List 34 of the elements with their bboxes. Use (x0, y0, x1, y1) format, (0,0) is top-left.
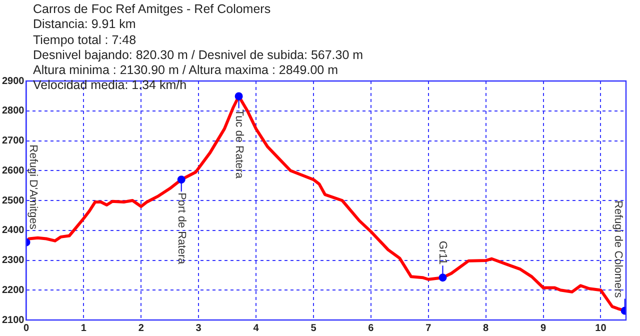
x-tick-label: 4 (253, 322, 260, 334)
text: Desnivel bajando: 820.30 m / Desnivel de subida: 567.30 m (33, 48, 364, 64)
text: Distancia: 9.91 km (33, 17, 137, 33)
y-tick-label: 2600 (2, 165, 25, 176)
annotation: Gr11 (436, 240, 449, 265)
annotation: Refugi D'Amitges (27, 144, 40, 230)
point (234, 92, 243, 100)
annotation: Port de Ratera (175, 192, 188, 266)
x-tick-label: 6 (368, 322, 374, 334)
x-tick-label: 5 (310, 322, 317, 334)
x-tick-label: 7 (426, 322, 432, 334)
x-tick-label: 9 (540, 322, 546, 334)
y-tick-label: 2400 (2, 225, 25, 236)
x-tick-label: 0 (23, 322, 30, 334)
point (438, 274, 447, 282)
y-tick-label: 2100 (2, 314, 25, 326)
text: Altura minima : 2130.90 m / Altura maxima : 2849.00 m (33, 63, 339, 78)
y-tick-label: 2500 (2, 195, 25, 206)
chart-title: Carros de Foc Ref Amitges - Ref Colomers (33, 2, 272, 18)
text: Tiempo total : 7:48 (33, 32, 138, 48)
x-tick-label: 2 (138, 322, 144, 334)
annotation: Tuc de Ratera (232, 109, 245, 180)
x-tick-label: 1 (80, 322, 87, 334)
x-tick-label: 8 (483, 322, 490, 334)
annotation: Velocidad media: 1.34 km/h (33, 78, 188, 94)
point (177, 176, 186, 184)
annotation: Refugi de Colomers (612, 200, 624, 298)
y-tick-label: 2300 (2, 255, 25, 266)
y-tick-label: 2200 (2, 284, 25, 296)
y-tick-label: 2800 (2, 106, 25, 117)
y-tick-label: 2900 (2, 76, 25, 87)
x-tick-label: 10 (595, 322, 607, 334)
y-tick-label: 2700 (2, 136, 25, 146)
x-tick-label: 3 (196, 322, 202, 334)
